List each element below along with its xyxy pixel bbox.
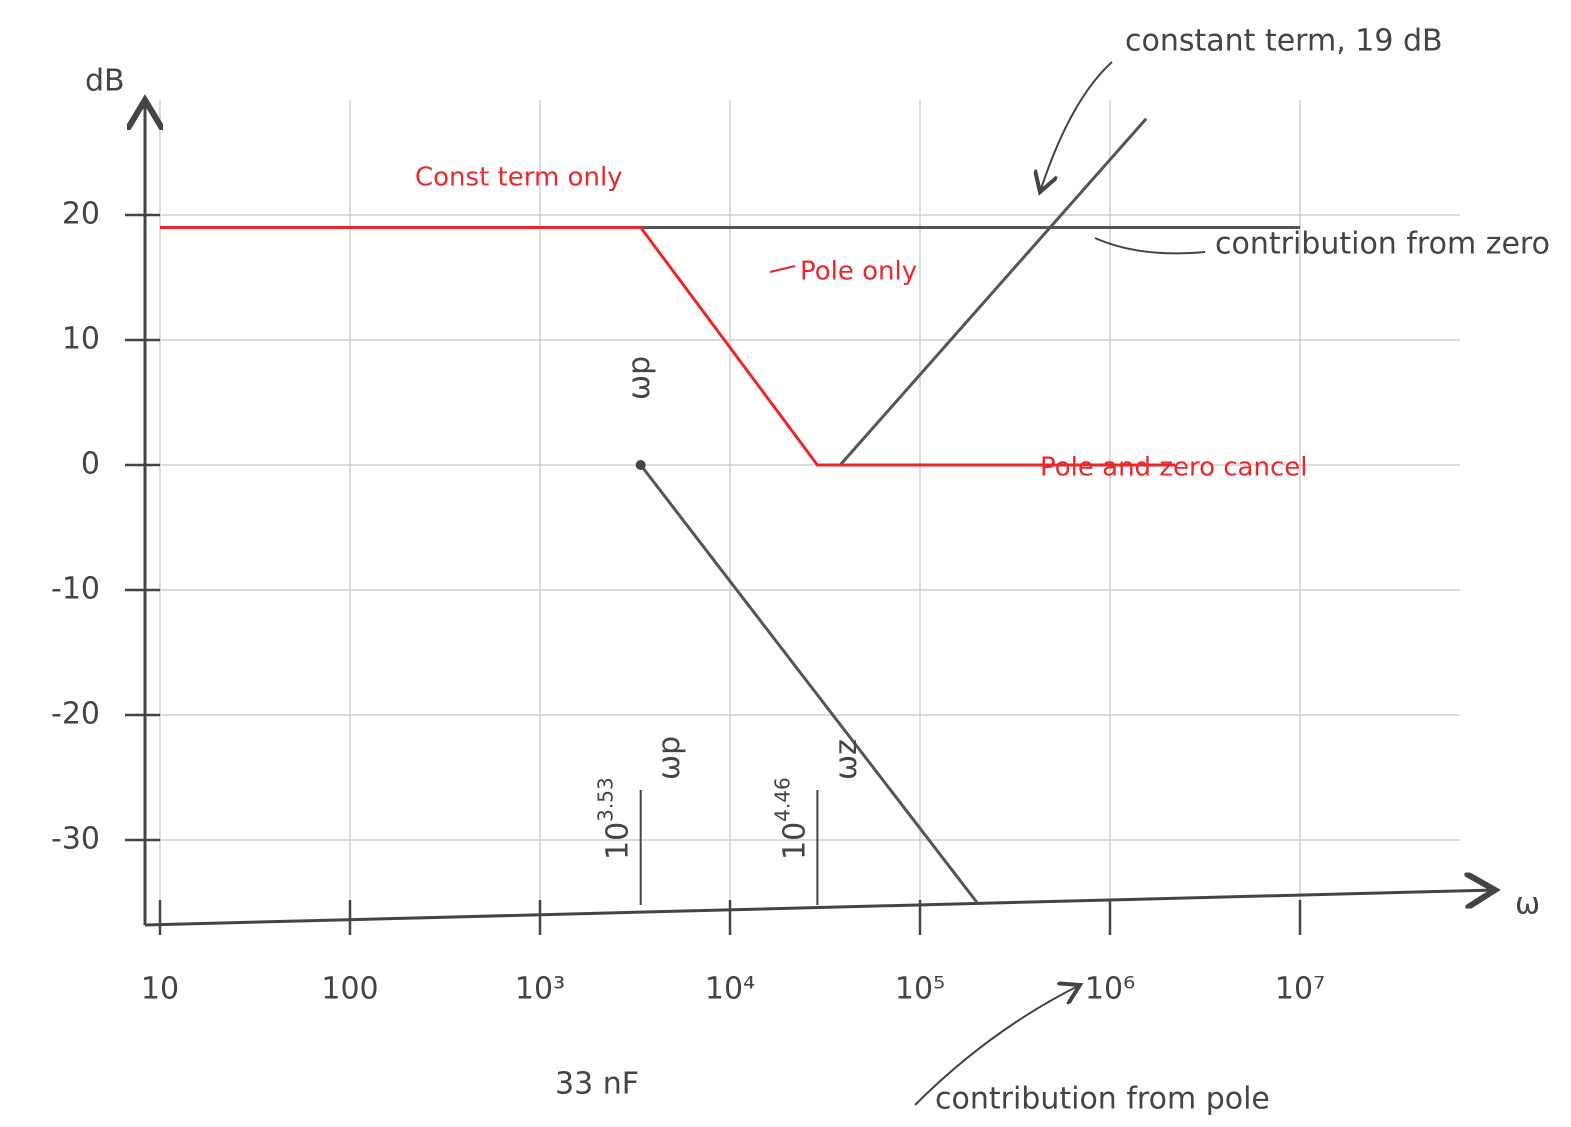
x-tick-label: 10⁴ xyxy=(705,972,755,1007)
marker-point xyxy=(636,460,646,470)
annotation-line xyxy=(1095,238,1205,253)
series-line xyxy=(840,119,1146,465)
y-tick-label: -20 xyxy=(51,697,100,732)
annotation-arrow xyxy=(1040,62,1112,192)
annotation: Const term only xyxy=(415,163,623,193)
marker-value: 104.46 xyxy=(770,777,812,860)
marker-base: 10 xyxy=(600,822,635,860)
x-tick-label: 10⁶ xyxy=(1085,972,1135,1007)
x-tick-label: 10⁵ xyxy=(895,972,945,1007)
marker-value: 103.53 xyxy=(593,777,635,860)
annotation: contribution from pole xyxy=(935,1082,1270,1117)
series-line xyxy=(160,228,1175,466)
y-tick-label: 10 xyxy=(62,322,100,357)
marker-exponent: 4.46 xyxy=(770,777,794,822)
annotation: contribution from zero xyxy=(1215,227,1550,262)
chart: dB ω constant term, 19 dB contribution f… xyxy=(0,0,1571,1127)
marker-base: 10 xyxy=(777,822,812,860)
annotation: Pole only xyxy=(800,257,917,287)
y-axis-label: dB xyxy=(85,64,125,99)
marker-exponent: 3.53 xyxy=(593,777,617,822)
x-axis-label: ω xyxy=(1515,887,1540,922)
y-tick-label: -10 xyxy=(51,572,100,607)
marker-name: ωp xyxy=(622,356,657,400)
annotation: 33 nF xyxy=(555,1067,639,1102)
annotation-line xyxy=(770,266,795,272)
x-tick-label: 10³ xyxy=(515,972,565,1007)
y-tick-label: -30 xyxy=(51,822,100,857)
page: {"chart_data": { "type": "line", "x_scal… xyxy=(0,0,1571,1127)
marker-name: ωp xyxy=(652,736,687,780)
x-tick-label: 10 xyxy=(141,972,179,1007)
annotation: constant term, 19 dB xyxy=(1125,24,1443,59)
marker-name: ωz xyxy=(829,739,864,780)
y-tick-label: 20 xyxy=(62,197,100,232)
y-tick-label: 0 xyxy=(81,447,100,482)
x-axis xyxy=(145,890,1495,925)
x-tick-label: 100 xyxy=(321,972,378,1007)
x-tick-label: 10⁷ xyxy=(1275,972,1325,1007)
annotation: Pole and zero cancel xyxy=(1040,453,1307,483)
